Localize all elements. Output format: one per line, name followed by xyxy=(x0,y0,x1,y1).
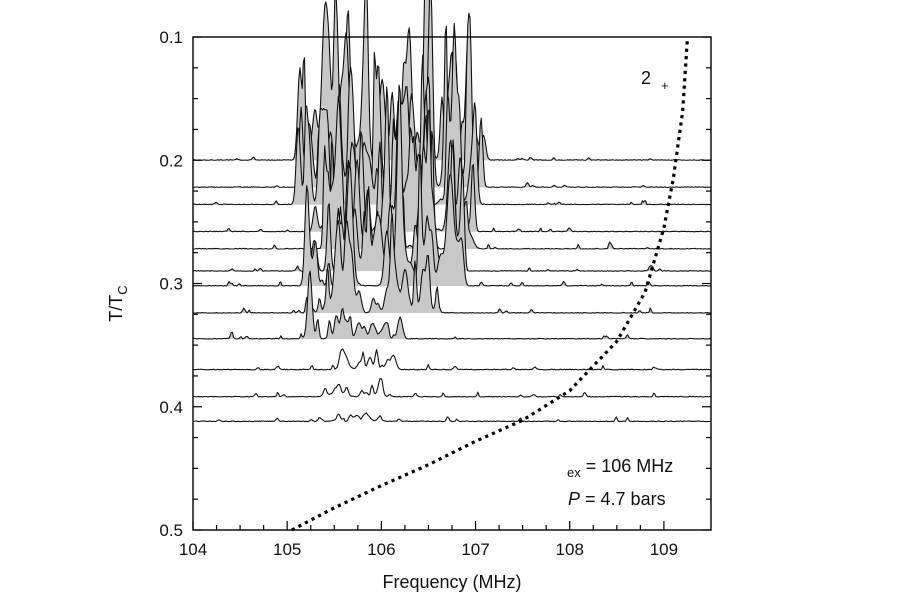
annotation-two: 2 xyxy=(641,68,651,88)
spectrum-trace xyxy=(192,348,712,371)
spectrum-line xyxy=(192,412,712,423)
x-tick-label: 109 xyxy=(650,540,678,559)
annotation-plus: + xyxy=(661,78,669,93)
spectrum-line xyxy=(192,22,711,206)
annotation-p-symbol: P xyxy=(568,489,580,509)
annotation-ex-sub: ex xyxy=(567,465,581,480)
spectrum-trace xyxy=(192,22,711,206)
x-tick-label: 104 xyxy=(179,540,207,559)
annotation-ex-value: = 106 MHz xyxy=(586,456,674,476)
x-tick-label: 108 xyxy=(556,540,584,559)
x-tick-label: 107 xyxy=(461,540,489,559)
spectrum-line xyxy=(192,348,712,371)
x-tick-label: 105 xyxy=(273,540,301,559)
y-axis-title-main: T/T xyxy=(106,295,126,322)
spectrum-line xyxy=(192,377,712,398)
y-tick-label: 0.3 xyxy=(159,275,183,294)
annotation-pressure: P = 4.7 bars xyxy=(568,489,666,509)
axis-ticks: 104 105 106 107 108 109 0.1 0.2 0.3 0.4 0.5 xyxy=(159,28,711,559)
spectrum-trace xyxy=(192,412,712,423)
y-tick-label: 0.1 xyxy=(159,28,183,47)
spectrum-trace xyxy=(192,213,712,314)
y-tick-label: 0.2 xyxy=(159,151,183,170)
y-tick-label: 0.4 xyxy=(159,398,183,417)
spectrum-trace xyxy=(192,270,712,340)
spectrum-line xyxy=(192,109,712,272)
spectrum-line xyxy=(192,0,712,161)
spectrum-line xyxy=(192,270,712,340)
y-tick-label: 0.5 xyxy=(159,521,183,540)
x-tick-label: 106 xyxy=(367,540,395,559)
y-axis-title-sub: C xyxy=(115,285,130,294)
spectrum-trace xyxy=(192,377,712,398)
spectrum-trace xyxy=(192,84,712,287)
annotation-p-value: = 4.7 bars xyxy=(585,489,666,509)
x-axis-title: Frequency (MHz) xyxy=(382,572,521,592)
y-axis-title: T/TC xyxy=(106,285,130,321)
spectrum-line xyxy=(192,213,712,314)
spectrum-line xyxy=(192,84,712,287)
spectrum-fill xyxy=(193,23,711,205)
dotted-curve xyxy=(291,36,690,532)
spectra-traces xyxy=(192,0,712,423)
annotation-excitation: ex = 106 MHz xyxy=(567,456,673,480)
annotation-two-plus: 2 + xyxy=(641,68,669,93)
